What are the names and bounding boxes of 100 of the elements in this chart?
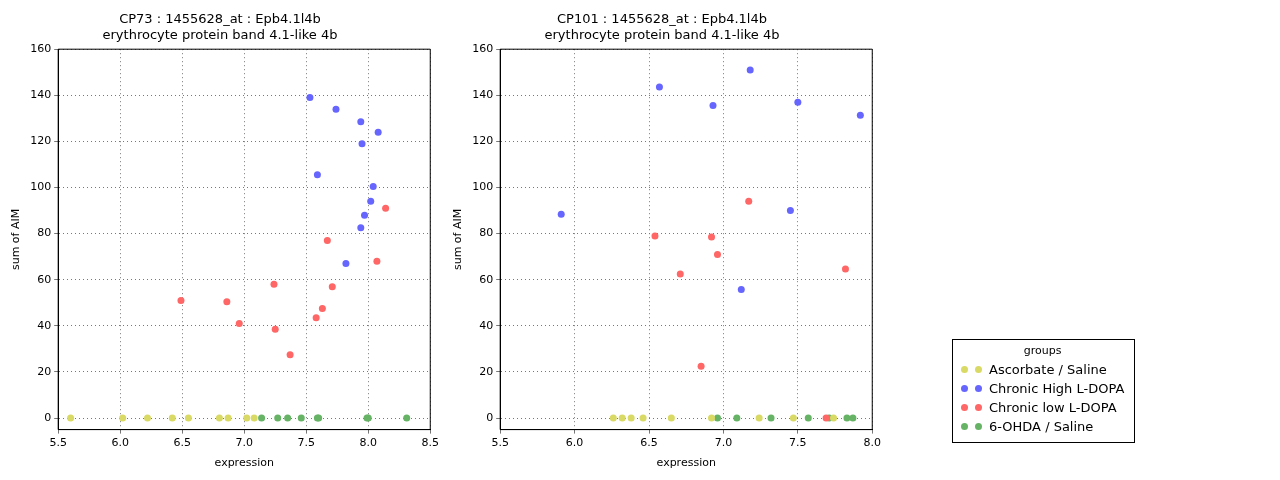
point — [168, 414, 176, 422]
point — [786, 207, 794, 215]
point — [373, 257, 381, 265]
y-axis-title: sum of AIM — [451, 208, 465, 271]
y-tick-label: 160 — [472, 42, 494, 56]
point — [767, 414, 775, 422]
point — [804, 414, 812, 422]
point — [224, 414, 232, 422]
x-tick-label: 6.5 — [640, 436, 658, 450]
point — [709, 101, 717, 109]
point — [708, 233, 716, 241]
x-tick-label: 5.5 — [49, 436, 67, 450]
chart-subtitle: erythrocyte protein band 4.1-like 4b — [544, 26, 780, 42]
legend-label: 6-OHDA / Saline — [989, 419, 1094, 434]
point — [713, 414, 721, 422]
point — [271, 325, 279, 333]
point — [67, 414, 75, 422]
y-tick-label: 100 — [30, 180, 52, 194]
point — [223, 298, 231, 306]
y-tick-label: 120 — [472, 134, 494, 148]
x-tick-label: 7.5 — [297, 436, 315, 450]
y-tick-label: 80 — [37, 226, 52, 240]
y-tick-label: 60 — [37, 272, 52, 286]
point — [184, 414, 192, 422]
x-tick-label: 8.0 — [863, 436, 881, 450]
point — [639, 414, 647, 422]
point — [284, 414, 292, 422]
y-tick-label: 40 — [479, 318, 494, 332]
point — [177, 297, 185, 304]
y-tick-label: 0 — [486, 410, 494, 424]
legend-label: Chronic low L-DOPA — [989, 400, 1117, 415]
x-tick-label: 5.5 — [491, 436, 509, 450]
y-tick-label: 140 — [30, 88, 52, 102]
point — [745, 197, 753, 205]
point — [250, 414, 258, 422]
legend-title: groups — [1022, 344, 1063, 357]
point — [358, 140, 366, 148]
point — [119, 414, 127, 422]
y-tick-label: 80 — [479, 226, 494, 240]
y-tick-label: 20 — [37, 364, 52, 378]
point — [830, 414, 838, 422]
point — [651, 232, 659, 240]
point — [318, 305, 326, 313]
point — [313, 171, 321, 179]
point — [235, 320, 243, 328]
y-tick-label: 0 — [44, 410, 52, 424]
point — [403, 414, 411, 422]
point — [697, 362, 705, 370]
x-axis-title: expression — [214, 456, 274, 470]
point — [849, 414, 857, 422]
point — [357, 224, 365, 232]
point — [737, 285, 745, 293]
point — [143, 414, 151, 422]
point — [667, 414, 675, 422]
point — [627, 414, 635, 422]
x-tick-label: 6.5 — [173, 436, 191, 450]
legend-label: Ascorbate / Saline — [989, 362, 1107, 377]
x-tick-label: 7.5 — [789, 436, 807, 450]
point — [367, 197, 375, 205]
point — [655, 83, 663, 91]
point — [215, 414, 223, 422]
chart-title: CP101 : 1455628_at : Epb4.1l4b — [556, 11, 768, 27]
point — [328, 283, 336, 291]
y-tick-label: 160 — [30, 42, 52, 56]
x-tick-label: 6.0 — [111, 436, 129, 450]
point — [274, 414, 282, 422]
point — [708, 414, 716, 422]
x-tick-label: 7.0 — [235, 436, 253, 450]
point — [789, 414, 797, 422]
point — [312, 314, 320, 322]
y-tick-label: 60 — [479, 272, 494, 286]
chart-title: CP73 : 1455628_at : Epb4.1l4b — [119, 11, 321, 27]
x-tick-label: 8.5 — [421, 436, 439, 450]
point — [369, 182, 377, 190]
point — [357, 118, 365, 126]
chart-subtitle: erythrocyte protein band 4.1-like 4b — [102, 26, 338, 42]
x-tick-label: 6.0 — [565, 436, 584, 450]
point — [297, 414, 305, 422]
y-tick-label: 140 — [472, 88, 494, 102]
y-tick-label: 20 — [479, 364, 494, 378]
point — [374, 128, 382, 136]
point — [342, 260, 350, 268]
point — [618, 414, 626, 422]
point — [841, 265, 849, 273]
point — [794, 98, 802, 106]
point — [843, 414, 851, 422]
point — [856, 111, 864, 119]
point — [733, 414, 741, 422]
point — [557, 210, 565, 218]
point — [243, 414, 251, 422]
point — [609, 414, 617, 422]
y-tick-label: 120 — [30, 134, 52, 148]
point — [676, 270, 684, 278]
point — [258, 414, 266, 422]
point — [323, 237, 331, 245]
point — [713, 250, 721, 258]
y-tick-label: 40 — [37, 318, 52, 332]
point — [332, 105, 340, 113]
x-tick-label: 7.0 — [714, 436, 733, 450]
point — [382, 204, 390, 212]
